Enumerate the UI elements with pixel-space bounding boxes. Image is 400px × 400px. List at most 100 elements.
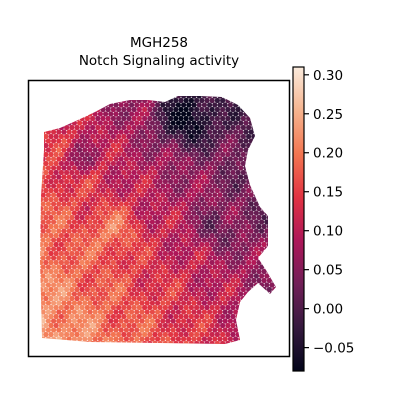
spot — [178, 124, 184, 131]
colorbar: 0.300.250.200.150.100.050.00−0.05 — [292, 66, 354, 372]
spot — [142, 241, 148, 248]
spot — [113, 264, 119, 270]
spot — [188, 286, 194, 293]
spot — [209, 313, 215, 320]
spot — [77, 192, 83, 198]
spot — [129, 309, 135, 315]
spot — [204, 124, 210, 131]
spot — [92, 165, 98, 171]
spot — [199, 160, 205, 167]
spot — [181, 264, 187, 270]
spot — [269, 165, 275, 171]
spot — [58, 214, 64, 221]
spot — [199, 178, 205, 185]
spot — [157, 268, 163, 275]
spot — [40, 318, 46, 324]
spot — [142, 304, 148, 311]
spot — [40, 205, 44, 212]
spot — [105, 160, 111, 167]
spot — [204, 151, 210, 158]
spot — [152, 124, 158, 131]
spot — [222, 228, 228, 234]
spot — [207, 138, 213, 144]
spot — [227, 183, 233, 189]
spot — [82, 156, 88, 162]
spot — [139, 309, 145, 315]
spot — [178, 232, 184, 239]
spot — [175, 111, 181, 117]
spot — [225, 178, 231, 185]
spot — [165, 120, 171, 126]
spot — [240, 268, 246, 275]
spot — [194, 331, 200, 338]
spot — [243, 291, 249, 297]
spot — [123, 291, 129, 297]
spot — [201, 237, 207, 243]
spot — [69, 259, 75, 266]
spot — [71, 309, 77, 315]
spot — [56, 291, 62, 297]
spot — [256, 223, 262, 230]
spot — [79, 295, 85, 302]
spot — [240, 151, 246, 158]
spot — [155, 102, 161, 108]
spot — [43, 151, 49, 158]
spot — [74, 205, 80, 212]
spot — [259, 255, 265, 261]
spot — [168, 304, 174, 311]
spot — [191, 201, 197, 207]
spot — [191, 264, 197, 270]
spot — [178, 322, 184, 329]
spot — [64, 178, 70, 185]
spot — [48, 241, 54, 248]
spot — [118, 156, 124, 162]
spot — [220, 160, 226, 167]
spot — [147, 115, 153, 122]
spot — [274, 246, 276, 252]
spot — [194, 313, 200, 320]
spot — [113, 129, 119, 135]
spot — [266, 160, 272, 167]
spot — [259, 174, 265, 180]
spot — [149, 273, 155, 279]
spot — [272, 124, 276, 131]
spot — [97, 147, 103, 153]
spot — [92, 300, 98, 306]
spot — [204, 160, 210, 167]
spot — [248, 318, 254, 324]
spot — [220, 286, 226, 293]
spot — [227, 120, 233, 126]
spot — [220, 232, 226, 239]
spot — [77, 228, 83, 234]
spot — [248, 282, 254, 288]
spot — [69, 178, 75, 185]
spot — [253, 96, 259, 99]
spot — [103, 291, 109, 297]
spot — [175, 300, 181, 306]
spot — [142, 151, 148, 158]
spot — [64, 187, 70, 194]
spot — [97, 309, 103, 315]
spot — [162, 250, 168, 257]
spot — [40, 313, 44, 320]
spot — [209, 340, 215, 344]
spot — [84, 322, 90, 329]
spot — [248, 210, 254, 216]
spot — [108, 219, 114, 225]
spot — [79, 187, 85, 194]
spot — [147, 223, 153, 230]
spot — [84, 205, 90, 212]
spot — [129, 192, 135, 198]
spot — [269, 174, 275, 180]
spot — [56, 336, 62, 342]
colorbar-tick-label: 0.10 — [313, 224, 343, 240]
spot — [92, 237, 98, 243]
spot — [191, 138, 197, 144]
colorbar-tick-label: 0.15 — [313, 185, 343, 201]
spot — [87, 336, 93, 342]
spot — [53, 97, 59, 104]
spot — [90, 196, 96, 203]
spot — [238, 282, 244, 288]
spot — [194, 250, 200, 257]
spot — [58, 295, 64, 302]
